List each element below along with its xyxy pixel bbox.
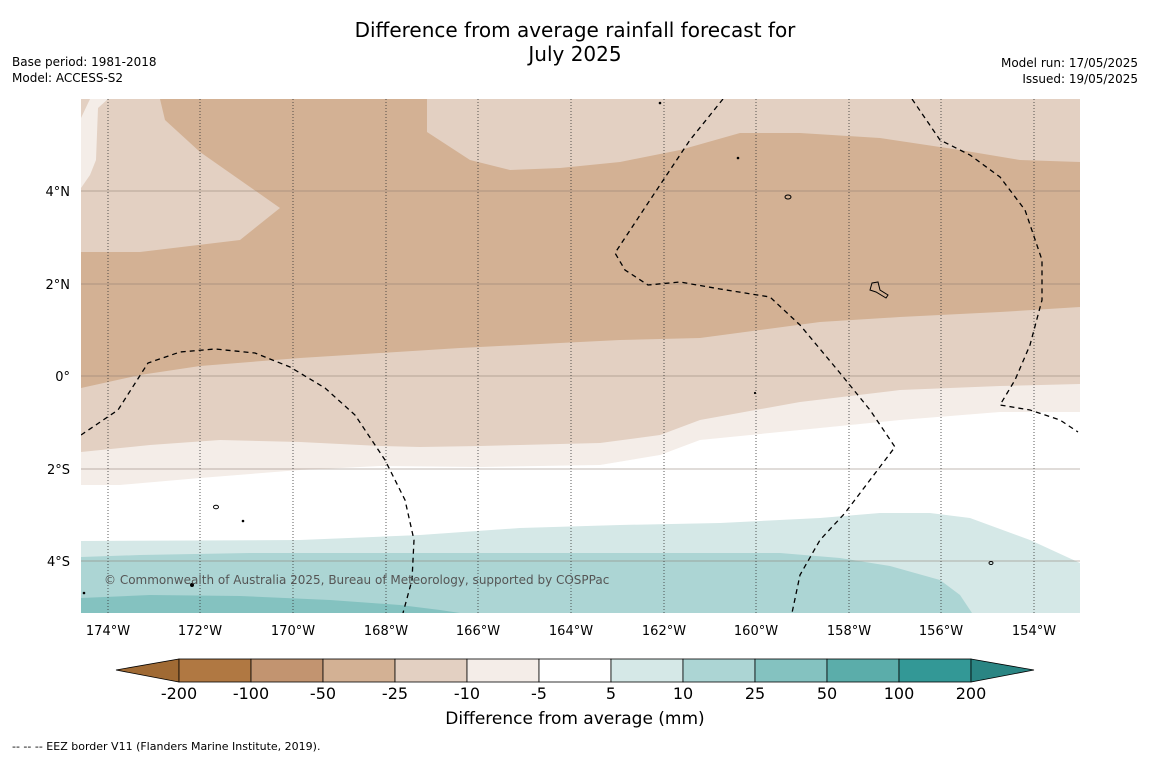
colorbar-tick: 25 — [745, 684, 765, 703]
colorbar — [115, 658, 1035, 683]
base-period: Base period: 1981-2018 — [12, 55, 157, 69]
colorbar-tick: 10 — [673, 684, 693, 703]
island — [753, 391, 757, 395]
colorbar-swatch — [826, 658, 900, 683]
colorbar-swatch — [682, 658, 756, 683]
eez-border-east — [911, 99, 1079, 433]
anomaly-zone-p25 — [81, 595, 460, 613]
island — [241, 519, 245, 523]
eez-border-west — [81, 348, 415, 613]
island — [736, 156, 740, 160]
lon-label: 166°W — [456, 624, 500, 639]
lon-labels: 174°W 172°W 170°W 168°W 166°W 164°W 162°… — [86, 624, 1056, 639]
colorbar-tick: 5 — [606, 684, 616, 703]
island — [869, 281, 889, 299]
map-area: © Commonwealth of Australia 2025, Bureau… — [81, 99, 1080, 613]
island — [784, 194, 792, 200]
chart-title: Difference from average rainfall forecas… — [0, 18, 1150, 66]
colorbar-tick: 50 — [817, 684, 837, 703]
lat-label: 4°N — [46, 185, 71, 200]
colorbar-extend-low — [115, 658, 180, 683]
copyright-text: © Commonwealth of Australia 2025, Bureau… — [104, 573, 609, 587]
eez-border-central — [614, 99, 896, 613]
colorbar-tick: -10 — [454, 684, 480, 703]
lon-label: 164°W — [549, 624, 593, 639]
island — [82, 591, 86, 595]
lon-label: 168°W — [364, 624, 408, 639]
chart-title-line1: Difference from average rainfall forecas… — [354, 18, 796, 42]
lat-label: 2°S — [47, 463, 70, 478]
colorbar-swatch — [394, 658, 468, 683]
lon-label: 160°W — [734, 624, 778, 639]
lon-label: 154°W — [1012, 624, 1056, 639]
lon-label: 162°W — [642, 624, 686, 639]
islands — [82, 101, 994, 595]
island — [988, 561, 994, 565]
colorbar-swatch — [250, 658, 324, 683]
issued-date: Issued: 19/05/2025 — [1022, 72, 1138, 86]
lon-label: 156°W — [919, 624, 963, 639]
model-run: Model run: 17/05/2025 — [1000, 56, 1138, 70]
colorbar-tick: -5 — [531, 684, 547, 703]
colorbar-tick: -25 — [382, 684, 408, 703]
colorbar-tick: 100 — [884, 684, 915, 703]
chart-title-line2: July 2025 — [528, 42, 622, 66]
meta-right: Model run: 17/05/2025 Issued: 19/05/2025 — [1001, 55, 1138, 87]
colorbar-swatch — [898, 658, 972, 683]
colorbar-tick: -50 — [310, 684, 336, 703]
colorbar-extend-high — [970, 658, 1035, 683]
colorbar-swatch — [538, 658, 612, 683]
colorbar-swatch — [754, 658, 828, 683]
lat-label: 2°N — [46, 278, 71, 293]
eez-borders — [81, 99, 1079, 613]
colorbar-swatch — [610, 658, 684, 683]
lon-label: 170°W — [271, 624, 315, 639]
island — [658, 101, 662, 105]
anomaly-zone-topright — [1005, 99, 1080, 118]
anomaly-zone-m25 — [81, 99, 1080, 388]
lon-label: 174°W — [86, 624, 130, 639]
eez-legend-note: -- -- -- EEZ border V11 (Flanders Marine… — [12, 740, 321, 753]
lon-label: 158°W — [827, 624, 871, 639]
island — [190, 583, 194, 587]
colorbar-tick: -200 — [161, 684, 197, 703]
colorbar-ticks: -200 -100 -50 -25 -10 -5 5 10 25 50 100 … — [161, 684, 986, 703]
colorbar-tick: -100 — [233, 684, 269, 703]
anomaly-zone-p10 — [81, 553, 972, 613]
lat-labels: 4°N 2°N 0° 2°S 4°S — [46, 185, 71, 570]
lat-label: 4°S — [47, 555, 70, 570]
lat-gridlines — [81, 190, 1080, 562]
lon-label: 172°W — [178, 624, 222, 639]
colorbar-swatch — [322, 658, 396, 683]
anomaly-zone-topleft — [81, 99, 108, 188]
colorbar-swatch — [178, 658, 252, 683]
meta-left: Base period: 1981-2018 Model: ACCESS-S2 — [12, 54, 157, 86]
island — [213, 504, 219, 510]
colorbar-title: Difference from average (mm) — [445, 709, 705, 729]
lat-label: 0° — [55, 370, 70, 385]
colorbar-swatch — [466, 658, 540, 683]
model-name: Model: ACCESS-S2 — [12, 71, 124, 85]
colorbar-tick: 200 — [956, 684, 987, 703]
